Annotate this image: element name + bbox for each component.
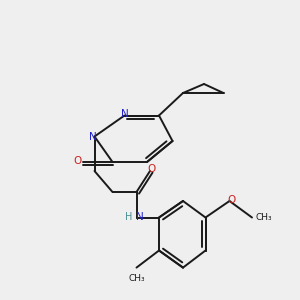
- Text: O: O: [147, 164, 155, 174]
- Text: CH₃: CH₃: [256, 213, 272, 222]
- Text: N: N: [121, 109, 129, 119]
- Text: H: H: [125, 212, 133, 222]
- Text: N: N: [136, 212, 143, 222]
- Text: O: O: [74, 156, 82, 167]
- Text: O: O: [227, 195, 235, 205]
- Text: CH₃: CH₃: [128, 274, 145, 283]
- Text: N: N: [89, 131, 97, 142]
